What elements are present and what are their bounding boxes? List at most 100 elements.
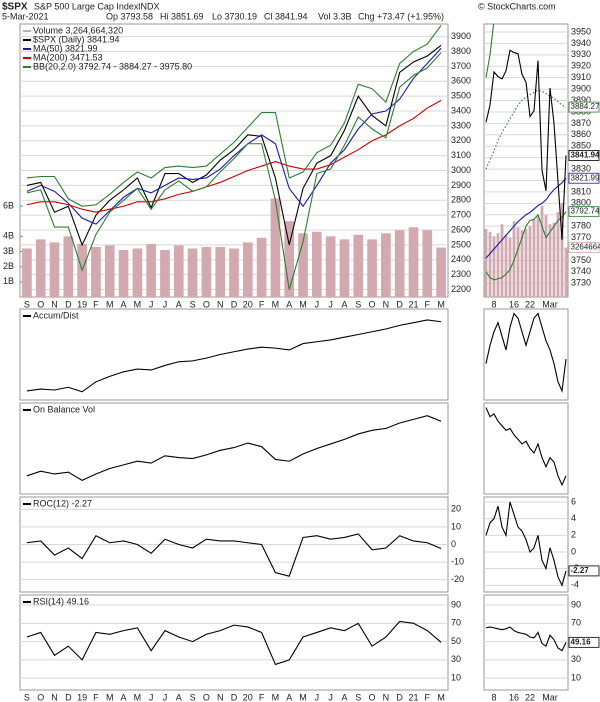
x-tick-label: F bbox=[425, 692, 431, 702]
x-tick-label: O bbox=[369, 299, 376, 309]
y-tick-label: 3780 bbox=[571, 221, 591, 231]
volume-bar bbox=[552, 222, 556, 297]
y-tick-label: 10 bbox=[451, 521, 461, 531]
volume-bar bbox=[496, 233, 500, 297]
volume-bar bbox=[63, 236, 74, 297]
y-tick-label: 3950 bbox=[571, 26, 591, 36]
volume-bar bbox=[215, 246, 226, 297]
y-tick-label: 3910 bbox=[571, 72, 591, 82]
x-tick-label: O bbox=[37, 299, 44, 309]
volume-bar bbox=[484, 228, 488, 297]
y-tick-label: 3200 bbox=[451, 135, 471, 145]
value-tag bbox=[568, 206, 600, 218]
x-tick-label: S bbox=[355, 692, 361, 702]
legend-label: Accum/Dist bbox=[33, 310, 79, 320]
y-tick-label: 3900 bbox=[451, 31, 471, 41]
legend-label: MA(50) 3821.99 bbox=[33, 43, 98, 53]
legend-label: $SPX (Daily) 3841.94 bbox=[33, 34, 120, 44]
series-line bbox=[26, 319, 442, 393]
volume-bar bbox=[242, 242, 253, 297]
x-tick-label: M bbox=[272, 692, 280, 702]
x-tick-label: M bbox=[299, 692, 307, 702]
volume-bar bbox=[548, 224, 552, 297]
volume-bar bbox=[500, 224, 504, 297]
x-tick-label: J bbox=[315, 692, 320, 702]
x-tick-label: 21 bbox=[408, 299, 418, 309]
value-tag bbox=[568, 636, 600, 648]
copyright: © StockCharts.com bbox=[478, 1, 556, 11]
y-tick-label: 2200 bbox=[451, 284, 471, 294]
x-tick-label: S bbox=[24, 692, 30, 702]
volume-bar bbox=[540, 206, 544, 297]
low: Lo 3730.19 bbox=[212, 11, 257, 21]
x-tick-label: 19 bbox=[77, 692, 87, 702]
volume-bar bbox=[22, 248, 32, 297]
x-tick-label: F bbox=[425, 299, 431, 309]
x-tick-label: A bbox=[341, 692, 347, 702]
volume-bar bbox=[504, 234, 508, 297]
plot-area bbox=[26, 415, 442, 481]
x-tick-label: M bbox=[437, 299, 445, 309]
volume-bar bbox=[325, 236, 336, 297]
value-tag-label: 3792.74 bbox=[571, 207, 600, 216]
x-tick-label: O bbox=[203, 299, 210, 309]
x-tick-label: D bbox=[65, 692, 72, 702]
x-tick-label: J bbox=[328, 299, 333, 309]
panel-frame bbox=[483, 402, 569, 495]
panel-frame bbox=[19, 594, 449, 691]
y-tick-label: -20 bbox=[451, 574, 464, 584]
x-tick-label: 16 bbox=[509, 299, 519, 309]
legend-label: ROC(12) -2.27 bbox=[33, 498, 92, 508]
volume-bar bbox=[298, 233, 308, 297]
high: Hi 3851.69 bbox=[160, 11, 204, 21]
volume: Vol 3.3B bbox=[318, 11, 352, 21]
value-tag-label: 3821.99 bbox=[571, 173, 600, 182]
y-tick-label: 20 bbox=[451, 504, 461, 514]
y-tick-label: 3920 bbox=[571, 61, 591, 71]
y-tick-label: 3300 bbox=[451, 120, 471, 130]
volume-bar bbox=[367, 239, 377, 297]
y-tick-label: 3000 bbox=[451, 165, 471, 175]
volume-bar bbox=[353, 234, 364, 297]
y-tick-label: 90 bbox=[451, 599, 461, 609]
x-tick-label: S bbox=[355, 299, 361, 309]
volume-bar bbox=[270, 198, 281, 297]
x-tick-label: M bbox=[106, 692, 114, 702]
y-tick-label: 0 bbox=[571, 546, 576, 556]
series-line bbox=[485, 49, 567, 240]
value-tag-label: 3841.94 bbox=[571, 151, 600, 160]
volume-bar bbox=[556, 212, 560, 297]
x-tick-label: 20 bbox=[243, 692, 253, 702]
volume-bar bbox=[284, 221, 295, 297]
volume-bar bbox=[422, 230, 433, 297]
value-tag bbox=[568, 565, 600, 577]
panel-frame bbox=[19, 308, 449, 401]
x-tick-label: A bbox=[286, 299, 292, 309]
volume-bar bbox=[339, 239, 350, 297]
plot-area bbox=[22, 25, 446, 297]
y-tick-label: 3860 bbox=[571, 129, 591, 139]
plot-area bbox=[26, 620, 442, 666]
plot-area bbox=[485, 501, 567, 587]
y-tick-label: 2500 bbox=[451, 239, 471, 249]
series-line bbox=[26, 99, 442, 213]
x-tick-label: S bbox=[24, 299, 30, 309]
y-tick-label: 3100 bbox=[451, 150, 471, 160]
y-tick-label: -10 bbox=[451, 556, 464, 566]
y-tick-label: 10 bbox=[451, 673, 461, 683]
y-tick-label: 30 bbox=[571, 654, 581, 664]
panel-frame bbox=[483, 496, 569, 593]
plot-area bbox=[26, 319, 442, 393]
series-line bbox=[485, 407, 567, 487]
legend-label: MA(200) 3471.53 bbox=[33, 52, 103, 62]
volume-bar bbox=[187, 248, 198, 297]
x-tick-label: A bbox=[176, 299, 182, 309]
x-tick-label: 22 bbox=[525, 299, 535, 309]
volume-bar bbox=[201, 246, 212, 297]
volume-bar bbox=[160, 249, 170, 297]
volume-bar bbox=[91, 246, 101, 297]
y-tick-label: 3400 bbox=[451, 105, 471, 115]
volume-bar bbox=[508, 237, 512, 297]
y-tick-label: 3890 bbox=[571, 95, 591, 105]
x-tick-label: O bbox=[203, 692, 210, 702]
